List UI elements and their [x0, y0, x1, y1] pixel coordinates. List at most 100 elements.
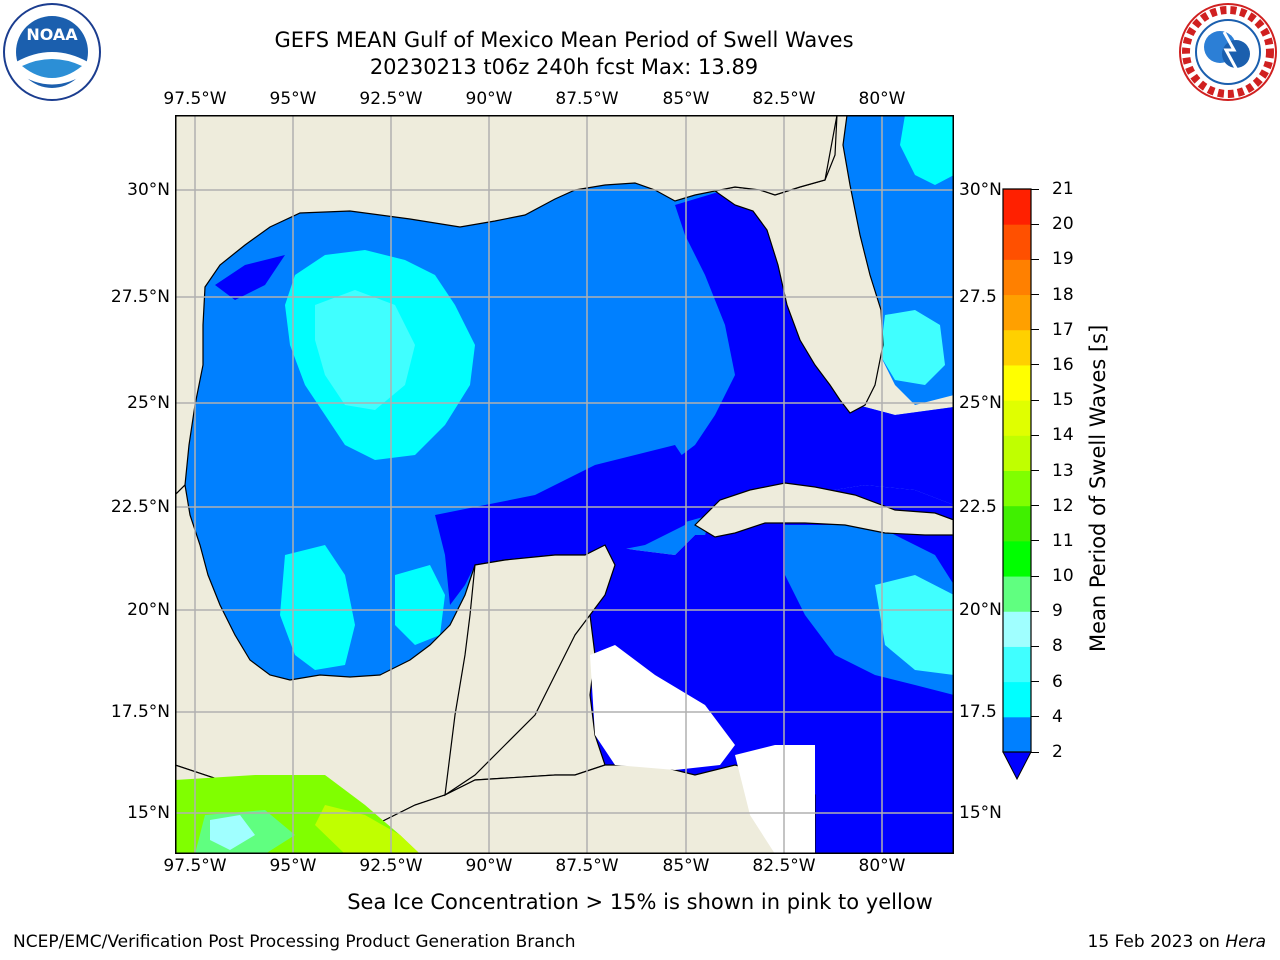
lat-tick-right: 20°N: [959, 600, 1002, 620]
colorbar-tick-label: 20: [1052, 214, 1074, 235]
colorbar-tick-label: 13: [1052, 460, 1074, 481]
lon-tick-top: 85°W: [662, 89, 710, 109]
colorbar-segment: [1003, 329, 1031, 366]
map-panel: [175, 115, 954, 854]
lat-tick-left: 22.5°N: [110, 497, 170, 517]
colorbar-tick-label: 2: [1052, 742, 1063, 762]
southern-gulf-dark: [435, 445, 695, 605]
colorbar-tick-mark: [1031, 575, 1039, 577]
lat-tick-right: 30°N: [959, 180, 1002, 200]
colorbar-tick-label: 16: [1052, 354, 1074, 375]
colorbar-tick-mark: [1031, 540, 1039, 542]
cuba-land: [694, 482, 954, 538]
nws-logo: [1178, 2, 1278, 102]
lat-tick-left: 20°N: [127, 600, 170, 620]
colorbar-segment: [1003, 435, 1031, 471]
footer-date: 15 Feb 2023 on: [1087, 932, 1226, 952]
graticule: [175, 115, 954, 854]
yucatan-land: [444, 544, 616, 797]
lat-tick-right: 25°N: [959, 393, 1002, 413]
lat-tick-left: 15°N: [127, 803, 170, 823]
colorbar-tick-mark: [1031, 399, 1039, 401]
lon-tick-bottom: 95°W: [269, 856, 317, 876]
lon-tick-top: 82.5°W: [752, 89, 816, 109]
colorbar-tick-mark: [1031, 470, 1039, 471]
colorbar-tick-mark: [1031, 434, 1039, 436]
lat-tick-right: 22.5: [959, 497, 997, 517]
colorbar-segment: [1003, 259, 1031, 296]
lat-tick-right: 17.5: [959, 702, 997, 722]
noaa-logo: NOAA: [2, 2, 102, 102]
colorbar-tick-mark: [1031, 645, 1039, 647]
colorbar-tick-mark: [1031, 751, 1039, 753]
colorbar-segment: [1003, 576, 1031, 612]
footer-host: Hera: [1225, 932, 1266, 952]
lon-tick-top: 87.5°W: [555, 89, 619, 109]
lon-tick-bottom: 85°W: [662, 856, 710, 876]
svg-text:NOAA: NOAA: [26, 25, 78, 44]
colorbar-tick-mark: [1031, 505, 1039, 507]
colorbar-tick-mark: [1031, 716, 1039, 718]
footer-left: NCEP/EMC/Verification Post Processing Pr…: [13, 932, 576, 952]
colorbar-tick-label: 17: [1052, 319, 1074, 340]
colorbar-tick-label: 15: [1052, 390, 1074, 411]
colorbar-tick-mark: [1031, 364, 1039, 366]
colorbar-tick-label: 6: [1052, 671, 1063, 692]
colorbar-tick-mark: [1031, 258, 1039, 260]
colorbar-segment: [1003, 681, 1031, 718]
lon-tick-bottom: 92.5°W: [359, 856, 423, 876]
lon-tick-bottom: 90°W: [465, 856, 513, 876]
colorbar-tick-label: 10: [1052, 566, 1074, 587]
chart-subtitle: 20230213 t06z 240h fcst Max: 13.89: [369, 55, 759, 79]
northwest-dark-patch: [215, 255, 285, 300]
colorbar-segment: [1003, 540, 1031, 577]
colorbar-tick-label: 12: [1052, 495, 1074, 516]
lat-tick-left: 25°N: [127, 393, 170, 413]
lon-tick-bottom: 97.5°W: [163, 856, 227, 876]
colorbar-tick-label: 14: [1052, 425, 1074, 446]
colorbar-tick-mark: [1031, 681, 1039, 683]
sea-ice-caption: Sea Ice Concentration > 15% is shown in …: [347, 890, 933, 914]
colorbar-tick-label: 19: [1052, 249, 1074, 270]
footer-right: 15 Feb 2023 on Hera: [1088, 932, 1266, 952]
colorbar-segment: [1003, 611, 1031, 647]
eastern-gulf-dark: [645, 193, 954, 525]
lon-tick-top: 92.5°W: [359, 89, 423, 109]
colorbar-tick-mark: [1031, 294, 1039, 296]
atlantic-cyan: [900, 115, 954, 185]
colorbar-tick-mark: [1031, 610, 1039, 612]
colorbar-tick-mark: [1031, 329, 1039, 331]
pacific-yellowgreen: [315, 805, 420, 854]
colorbar-segment: [1003, 294, 1031, 331]
lat-tick-right: 15°N: [959, 803, 1002, 823]
colorbar-segment: [1003, 505, 1031, 542]
colorbar-tick-label: 9: [1052, 601, 1063, 622]
colorbar-segment: [1003, 224, 1031, 260]
lat-tick-left: 27.5°N: [110, 287, 170, 307]
lon-tick-top: 95°W: [269, 89, 317, 109]
lon-tick-top: 80°W: [858, 89, 906, 109]
lat-tick-left: 17.5°N: [110, 702, 170, 722]
colorbar-label: Mean Period of Swell Waves [s]: [1086, 324, 1110, 652]
chart-title: GEFS MEAN Gulf of Mexico Mean Period of …: [274, 28, 854, 52]
colorbar-segment: [1003, 400, 1031, 436]
southwest-cyan: [280, 545, 355, 670]
caribbean-cyan: [875, 575, 954, 675]
south-cyan: [395, 565, 445, 645]
colorbar-segment: [1003, 716, 1031, 753]
colorbar-under-triangle: [1002, 751, 1032, 781]
colorbar-tick-label: 11: [1052, 530, 1074, 551]
atlantic-cyan-2: [880, 310, 945, 385]
colorbar-segment: [1003, 470, 1031, 507]
lon-tick-top: 97.5°W: [163, 89, 227, 109]
colorbar-tick-mark: [1031, 223, 1039, 225]
lon-tick-bottom: 80°W: [858, 856, 906, 876]
lat-tick-left: 30°N: [127, 180, 170, 200]
lon-tick-bottom: 87.5°W: [555, 856, 619, 876]
colorbar-tick-label: 18: [1052, 284, 1074, 305]
central-lightcyan: [315, 290, 415, 410]
colorbar-segment: [1003, 189, 1031, 225]
colorbar-tick-mark: [1031, 188, 1039, 190]
lat-tick-right: 27.5: [959, 287, 997, 307]
colorbar-tick-label: 4: [1052, 706, 1063, 727]
